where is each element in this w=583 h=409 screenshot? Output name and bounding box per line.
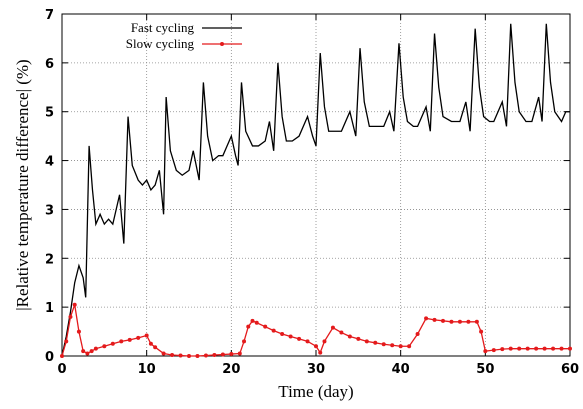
y-tick-label: 4: [45, 155, 54, 170]
series-marker: [263, 324, 268, 329]
series-marker: [441, 318, 445, 323]
series-marker: [407, 344, 412, 349]
series-marker: [356, 336, 361, 341]
series-marker: [534, 346, 539, 351]
series-marker: [280, 332, 285, 337]
series-marker: [212, 353, 217, 358]
series-marker: [474, 319, 479, 324]
series-marker: [347, 334, 352, 339]
series-marker: [449, 319, 454, 324]
series-marker: [373, 340, 378, 345]
series-marker: [203, 353, 208, 358]
series-marker: [250, 318, 255, 323]
series-marker: [483, 349, 488, 354]
y-tick-label: 3: [45, 203, 54, 218]
series-marker: [500, 347, 505, 352]
x-tick-label: 60: [561, 362, 579, 377]
series-marker: [195, 354, 200, 358]
series-marker: [457, 319, 462, 324]
series-marker: [254, 320, 259, 325]
y-tick-label: 6: [45, 57, 54, 72]
y-axis-label: |Relative temperature difference| (%): [13, 59, 32, 310]
x-tick-label: 20: [222, 362, 240, 377]
series-marker: [381, 342, 386, 347]
series-marker: [119, 339, 124, 344]
series-marker: [559, 346, 564, 351]
series-marker: [432, 317, 437, 322]
legend-label: Slow cycling: [126, 36, 195, 51]
series-marker: [271, 328, 276, 333]
series-marker: [568, 346, 572, 351]
y-tick-label: 5: [45, 106, 54, 121]
series-marker: [237, 351, 242, 356]
legend-label: Fast cycling: [131, 20, 195, 35]
series-marker: [89, 349, 94, 354]
series-marker: [508, 346, 513, 351]
series-marker: [424, 316, 429, 321]
series-marker: [110, 341, 115, 346]
series-marker: [220, 352, 225, 357]
series-marker: [81, 349, 86, 354]
series-marker: [288, 334, 293, 339]
series-marker: [161, 351, 166, 356]
x-axis-label: Time (day): [278, 382, 353, 401]
series-marker: [542, 346, 547, 351]
series-marker: [390, 343, 395, 348]
series-marker: [242, 339, 247, 344]
series-marker: [525, 346, 530, 351]
series-marker: [72, 302, 77, 307]
series-marker: [339, 330, 344, 335]
series-marker: [551, 346, 556, 351]
series-marker: [153, 345, 158, 350]
series-marker: [314, 344, 318, 349]
x-tick-label: 0: [57, 362, 66, 377]
series-marker: [85, 351, 90, 356]
x-tick-label: 50: [476, 362, 494, 377]
series-marker: [102, 344, 107, 349]
series-marker: [127, 337, 132, 342]
y-tick-label: 1: [45, 301, 54, 316]
series-marker: [398, 344, 403, 349]
series-marker: [517, 346, 522, 351]
y-tick-label: 2: [45, 252, 54, 267]
y-tick-label: 0: [45, 350, 54, 365]
series-marker: [229, 352, 234, 357]
series-marker: [60, 354, 64, 358]
series-marker: [136, 335, 141, 340]
series-marker: [364, 339, 369, 344]
x-tick-label: 10: [138, 362, 156, 377]
series-marker: [297, 336, 302, 341]
series-marker: [479, 329, 484, 334]
series-marker: [148, 341, 153, 346]
series-line: [61, 23, 570, 357]
series-marker: [68, 314, 73, 319]
legend-marker: [220, 42, 224, 46]
series-marker: [415, 332, 420, 337]
series-marker: [76, 329, 81, 334]
series-marker: [64, 339, 69, 344]
plot-frame: [61, 13, 571, 357]
x-tick-label: 40: [392, 362, 410, 377]
series-marker: [466, 319, 471, 324]
series-marker: [322, 339, 327, 344]
series-marker: [330, 325, 335, 330]
series-marker: [93, 346, 98, 351]
series-line: [61, 304, 570, 357]
series-marker: [318, 350, 323, 355]
series-marker: [144, 333, 149, 338]
y-tick-label: 7: [45, 8, 54, 23]
series-marker: [178, 353, 183, 358]
series-marker: [246, 324, 251, 329]
series-marker: [305, 339, 310, 344]
series-marker: [491, 348, 496, 353]
x-tick-label: 30: [307, 362, 325, 377]
series-marker: [170, 353, 175, 358]
series-marker: [187, 354, 191, 358]
